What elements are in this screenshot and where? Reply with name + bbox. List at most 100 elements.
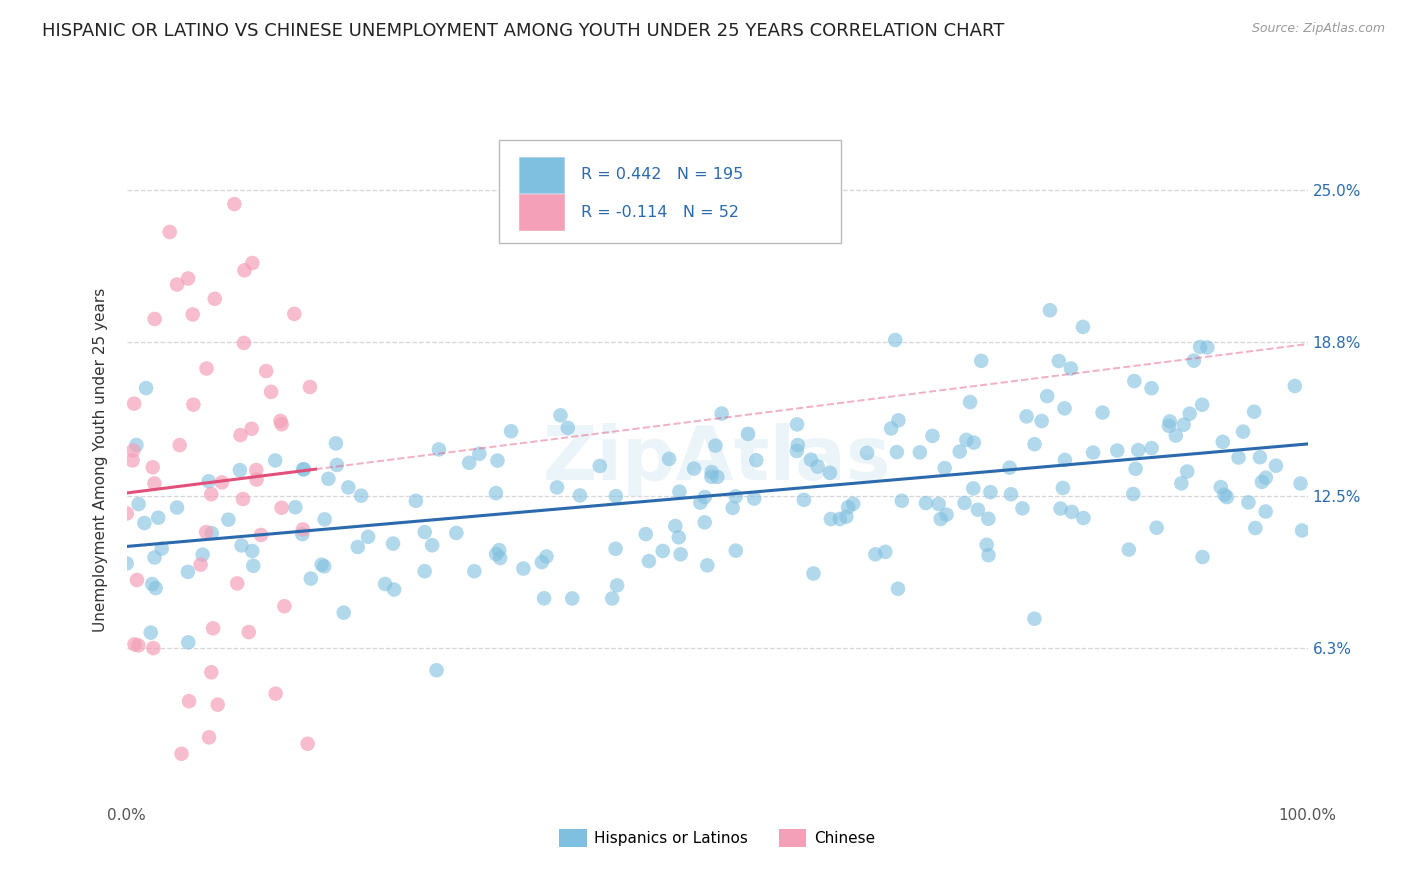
Point: [115, 557, 138, 571]
Text: Source: ZipAtlas.com: Source: ZipAtlas.com: [1251, 22, 1385, 36]
Point: [264, 453, 287, 467]
Point: [786, 444, 808, 458]
Point: [325, 436, 347, 450]
Point: [724, 543, 747, 558]
Point: [1060, 361, 1083, 376]
Point: [143, 476, 166, 491]
Point: [468, 447, 491, 461]
Point: [229, 463, 252, 477]
Point: [489, 551, 512, 566]
Point: [1024, 437, 1046, 451]
Point: [283, 307, 305, 321]
Point: [1091, 406, 1114, 420]
Point: [200, 487, 222, 501]
Point: [887, 582, 910, 596]
Y-axis label: Unemployment Among Youth under 25 years: Unemployment Among Youth under 25 years: [93, 287, 108, 632]
Point: [458, 456, 481, 470]
Point: [1039, 303, 1062, 318]
Point: [837, 500, 859, 515]
Point: [382, 536, 405, 550]
Point: [668, 484, 690, 499]
Point: [908, 445, 931, 459]
Point: [536, 549, 558, 564]
Point: [195, 361, 218, 376]
Point: [1250, 475, 1272, 489]
Point: [1191, 398, 1213, 412]
Point: [828, 512, 851, 526]
Point: [204, 292, 226, 306]
Point: [793, 492, 815, 507]
Point: [1289, 476, 1312, 491]
Point: [420, 538, 443, 552]
Point: [311, 558, 333, 572]
Point: [955, 433, 977, 447]
Point: [254, 364, 277, 378]
Point: [1122, 487, 1144, 501]
Point: [689, 496, 711, 510]
Point: [357, 530, 380, 544]
Point: [145, 581, 167, 595]
Point: [200, 665, 222, 680]
Point: [928, 497, 950, 511]
Point: [298, 380, 321, 394]
Point: [1157, 418, 1180, 433]
Point: [229, 428, 252, 442]
Point: [191, 548, 214, 562]
Point: [143, 550, 166, 565]
Point: [1243, 405, 1265, 419]
Point: [884, 333, 907, 347]
Point: [658, 451, 681, 466]
Point: [842, 497, 865, 511]
Point: [1015, 409, 1038, 424]
Point: [886, 445, 908, 459]
Point: [181, 308, 204, 322]
Point: [269, 414, 291, 428]
Point: [786, 438, 808, 452]
Point: [166, 277, 188, 292]
Point: [201, 526, 224, 541]
Point: [1182, 353, 1205, 368]
Point: [190, 558, 212, 572]
Point: [318, 472, 340, 486]
Point: [700, 465, 723, 479]
Point: [427, 442, 450, 457]
Point: [696, 558, 718, 573]
Point: [264, 687, 287, 701]
Text: R = -0.114   N = 52: R = -0.114 N = 52: [581, 204, 740, 219]
Point: [1024, 612, 1046, 626]
Point: [880, 421, 903, 435]
Point: [299, 572, 322, 586]
Point: [1212, 434, 1234, 449]
Point: [260, 384, 283, 399]
Point: [159, 225, 181, 239]
Point: [935, 508, 957, 522]
Point: [1291, 524, 1313, 538]
Point: [332, 606, 354, 620]
Point: [664, 519, 686, 533]
Point: [512, 561, 534, 575]
Point: [382, 582, 405, 597]
Point: [245, 473, 267, 487]
Point: [1227, 450, 1250, 465]
Point: [1071, 319, 1094, 334]
Point: [197, 475, 219, 489]
Point: [1081, 445, 1104, 459]
Point: [202, 621, 225, 635]
FancyBboxPatch shape: [499, 140, 841, 243]
Point: [1159, 414, 1181, 428]
Point: [128, 497, 150, 511]
Point: [1189, 340, 1212, 354]
Point: [634, 527, 657, 541]
Point: [488, 543, 510, 558]
Point: [1073, 511, 1095, 525]
Point: [737, 426, 759, 441]
Point: [245, 463, 267, 477]
Point: [238, 625, 260, 640]
Point: [976, 538, 998, 552]
Point: [803, 566, 825, 581]
Point: [921, 429, 943, 443]
Point: [835, 509, 858, 524]
Point: [142, 641, 165, 656]
Point: [405, 493, 427, 508]
Point: [1244, 521, 1267, 535]
